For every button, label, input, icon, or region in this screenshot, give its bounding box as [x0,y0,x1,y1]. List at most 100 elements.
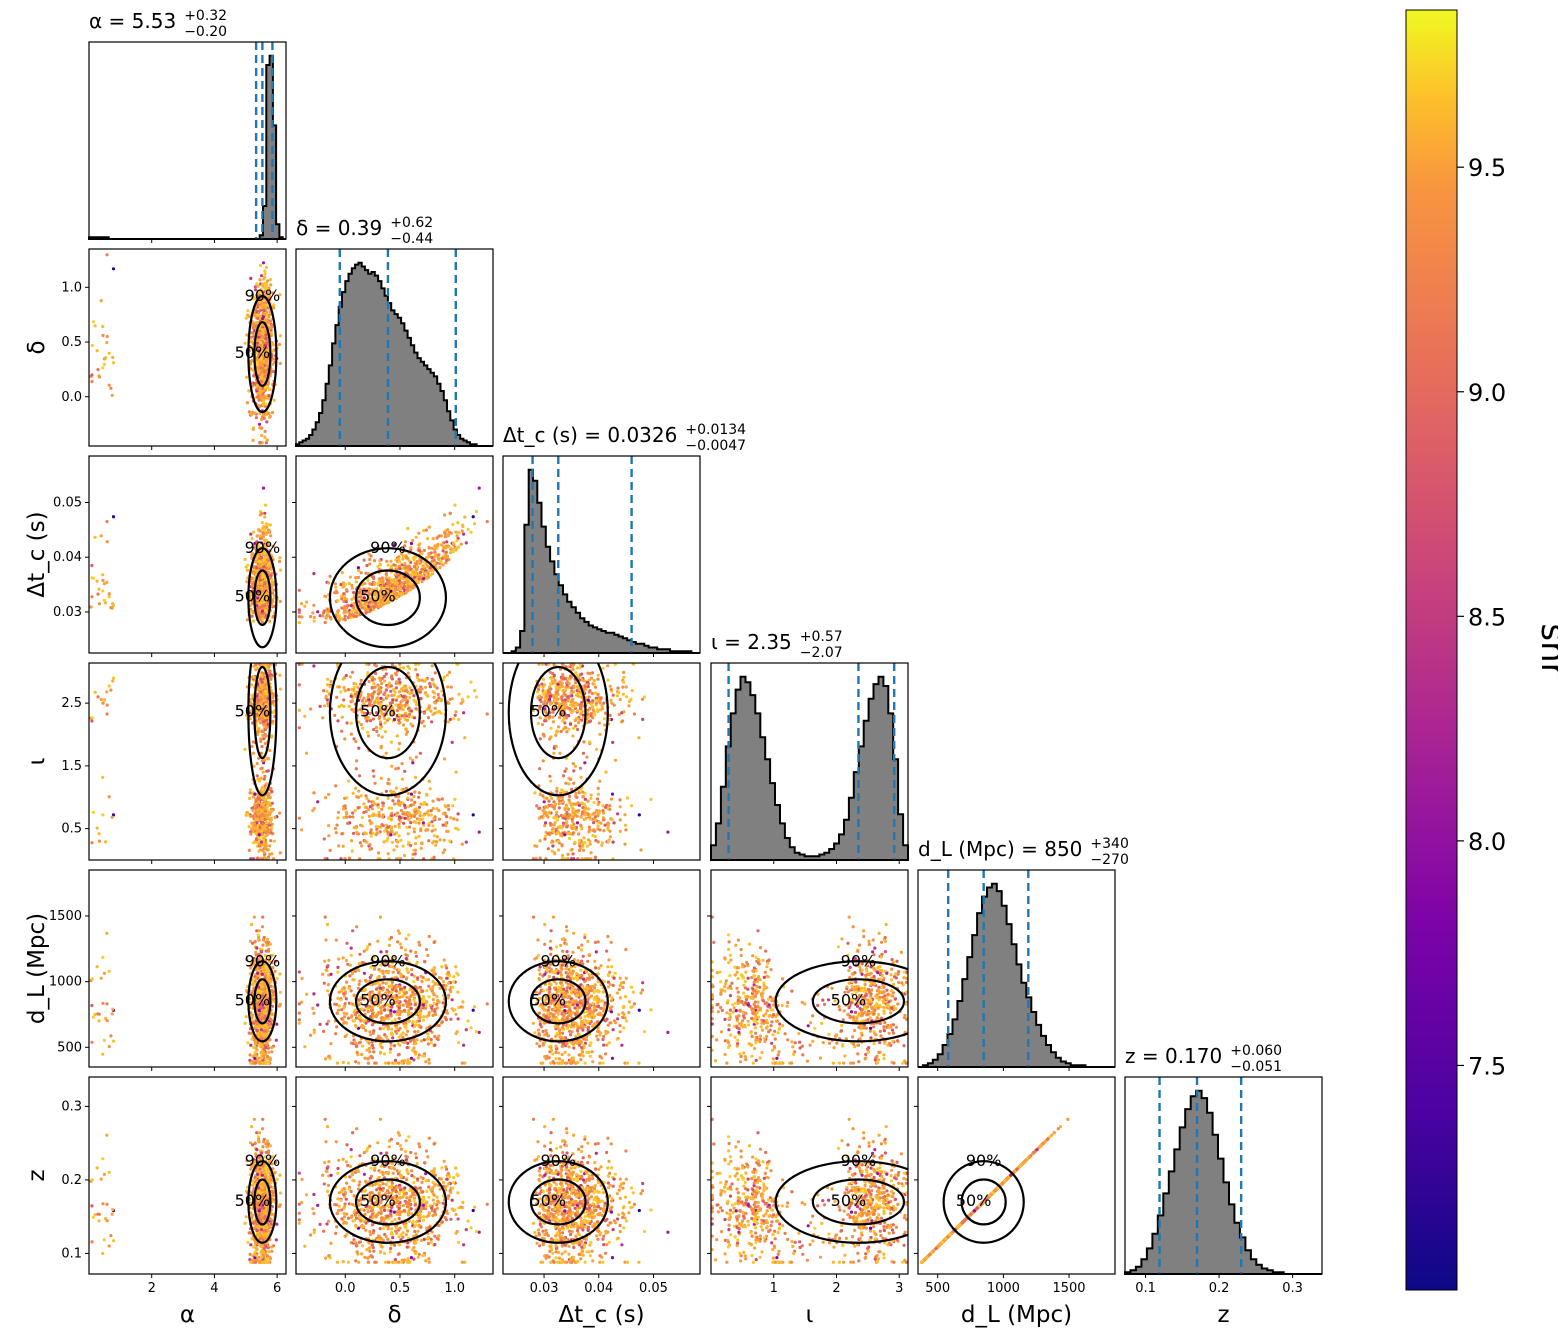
contour-label: 90% [370,951,406,970]
contour-label: 50% [956,1191,992,1210]
contour-90 [774,1160,908,1244]
panel-bg [503,870,700,1067]
panel-dtc-delta: 50% 90% [292,455,494,657]
panel-dl-alpha: 50% 90% 500 1000 1500 [49,869,287,1071]
panel-dl-delta: 50% 90% [292,869,494,1071]
contour-50 [253,1178,272,1226]
contour-50 [253,978,272,1025]
panel-z-dtc: 50% 90% 0.03 0.04 0.05 [499,1076,701,1296]
colorbar: 7.5 8.0 8.5 9.0 9.5 snr [1405,9,1558,1291]
contours: 50%90% [774,951,908,1043]
contours: 50%90% [235,286,280,414]
contours: 50% 90% [328,951,448,1043]
contour-90 [247,547,278,649]
title-plus: +340 [1090,836,1128,852]
y-axis-label-dl: d_L (Mpc) [24,913,50,1024]
x-tick-label: 0.3 [1282,1281,1303,1296]
x-tick-label: 1500 [1052,1281,1085,1296]
x-tick-label: 0.05 [639,1281,668,1296]
contours: 50%90% [328,663,448,797]
y-tick-label: 1.5 [61,759,82,774]
contours: 50%90% [328,538,448,649]
contour-90 [942,1160,1025,1244]
contour-50 [960,1178,1007,1226]
contour-label: 50% [360,990,396,1009]
y-tick-label: 0.04 [53,550,82,565]
y-tick-label: 0.5 [61,335,82,350]
panel-bg [296,456,493,653]
contour-label: 90% [540,1151,576,1170]
y-tick-label: 2.5 [61,696,82,711]
panel-frame [88,248,287,447]
x-axis-label-iota: ι [806,1302,814,1328]
contour-label: 50% [360,587,396,606]
x-tick-label: 0.1 [1135,1281,1156,1296]
y-axis-label-iota: ι [24,758,50,766]
y-axis-label-z: z [24,1169,50,1181]
y-tick-label: 0.0 [61,390,82,405]
y-tick-label: 0.1 [61,1246,82,1261]
title-minus: −0.20 [184,24,227,40]
panel-z-z: z = 0.170 +0.060−0.051 0.1 0.2 0.3 [1124,1043,1323,1296]
panel-frame [295,248,494,447]
panel-z-delta: 50% 90% 0.0 0.5 1.0 [292,1076,494,1296]
colorbar-tick-label: 9.5 [1468,154,1506,182]
title-minus: −0.0047 [685,438,746,454]
contours: 50%90% [774,1151,908,1244]
x-axis-label-alpha: α [180,1302,195,1328]
panel-frame [917,869,1116,1068]
contour-90 [328,547,448,649]
panel-frame [502,455,701,654]
histogram-delta [295,261,493,447]
panel-frame [295,662,494,861]
contours: 50% 90% [942,1151,1025,1244]
y-tick-label: 1000 [49,975,82,990]
x-axis-label-dtc: Δt_c (s) [558,1302,644,1328]
colorbar-gradient [1405,9,1458,1291]
panel-title-alpha: α = 5.53 [89,9,176,33]
colorbar-tick-label: 8.0 [1468,828,1506,856]
title-plus: +0.0134 [685,422,746,438]
contour-label: 50% [530,990,566,1009]
y-tick-label: 0.5 [61,822,82,837]
contours: 50%90% [235,538,281,649]
panel-z-iota: 50% 90% 1 2 3 [707,1076,909,1296]
y-axis-label-dtc: Δt_c (s) [24,511,50,597]
contour-label: 90% [540,951,576,970]
x-tick-label: 0.5 [390,1281,411,1296]
contour-50 [811,978,906,1025]
contour-90 [247,960,278,1043]
panel-frame [88,662,287,861]
panel-frame [710,1076,909,1275]
contour-90 [774,960,908,1043]
panel-title-dtc: Δt_c (s) = 0.0326 [503,423,677,447]
contour-90 [507,663,609,797]
contour-90 [507,1160,609,1244]
contour-label: 90% [966,1151,1002,1170]
x-tick-label: 2 [148,1281,156,1296]
panel-alpha-alpha: α = 5.53 +0.32−0.20 [88,8,287,243]
contour-label: 50% [235,343,271,362]
contour-label: 90% [245,538,281,557]
contour-90 [507,960,609,1043]
contour-50 [529,978,587,1025]
contours: 50%90% [235,951,281,1043]
contour-90 [247,294,278,414]
x-tick-label: 0.2 [1209,1281,1230,1296]
scatter-iota-dtc [531,663,670,860]
panel-bg [503,663,700,860]
contour-50 [529,1178,587,1226]
panel-frame [710,662,909,861]
panel-frame [295,1076,494,1275]
x-tick-label: 3 [895,1281,903,1296]
y-tick-label: 500 [57,1040,82,1055]
panel-frame [917,1076,1116,1275]
contour-50 [354,569,421,627]
y-tick-label: 1.0 [61,280,82,295]
histogram-iota [710,675,909,861]
contour-label: 90% [245,951,281,970]
panel-dl-dl: d_L (Mpc) = 850 +340−270 [917,836,1129,1071]
colorbar-tick-label: 9.0 [1468,379,1506,407]
colorbar-label: snr [1533,623,1558,676]
panel-z-dl: 50% 90% 500 1000 1500 [914,1076,1116,1296]
